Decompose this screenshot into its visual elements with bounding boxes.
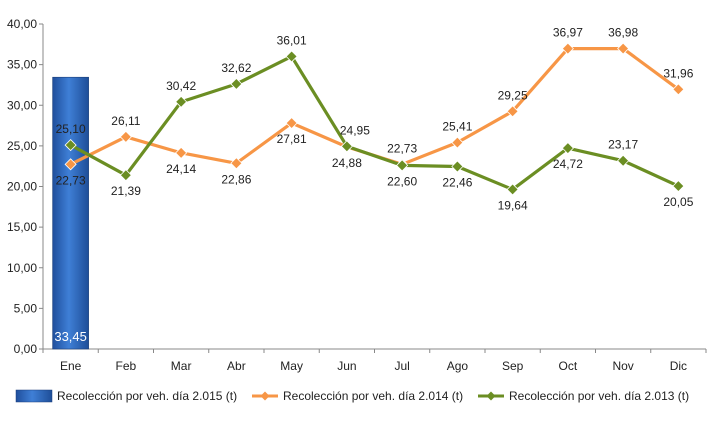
legend-entry-label: Recolección por veh. día 2.013 (t): [509, 389, 689, 403]
series-2-marker: [285, 50, 298, 63]
x-tick-label: Oct: [559, 359, 578, 373]
series-2-marker: [617, 154, 630, 167]
series-line-2: [69, 54, 680, 192]
series-1-data-label: 24,88: [332, 156, 362, 170]
series-2-marker: [672, 180, 685, 193]
series-1-marker: [230, 157, 243, 170]
series-1-data-label: 22,86: [221, 172, 251, 186]
series-1-marker: [561, 42, 574, 55]
series-2-data-label: 22,46: [442, 176, 472, 190]
series-1-data-label: 25,41: [442, 120, 472, 134]
series-2-data-label: 20,05: [663, 195, 693, 209]
series-1-data-label: 24,14: [166, 162, 196, 176]
series-2-data-label: 24,95: [340, 123, 370, 137]
series-2-marker: [451, 160, 464, 173]
series-1-marker: [506, 105, 519, 118]
x-tick-label: Feb: [116, 359, 137, 373]
y-tick-label: 20,00: [7, 180, 37, 194]
legend-entry-label: Recolección por veh. día 2.014 (t): [283, 389, 463, 403]
x-tick-label: Sep: [502, 359, 524, 373]
series-2-marker: [175, 95, 188, 108]
y-tick-label: 40,00: [7, 17, 37, 31]
series-1-data-label: 27,81: [277, 132, 307, 146]
series-2-data-label: 25,10: [56, 122, 86, 136]
series-line-1: [69, 46, 680, 166]
x-tick-label: Mar: [171, 359, 192, 373]
y-tick-label: 0,00: [14, 342, 38, 356]
x-tick-label: Ago: [447, 359, 469, 373]
series-1-data-label: 29,25: [498, 88, 528, 102]
series-2-marker: [64, 138, 77, 152]
y-tick-label: 30,00: [7, 98, 37, 112]
x-tick-label: Abr: [227, 359, 246, 373]
y-tick-label: 25,00: [7, 139, 37, 153]
x-tick-label: May: [280, 359, 303, 373]
legend-swatch-bar: [15, 389, 53, 403]
y-tick-label: 35,00: [7, 58, 37, 72]
series-1-data-label: 26,11: [111, 114, 140, 128]
series-2-marker: [119, 169, 132, 182]
bar-data-label: 33,45: [54, 329, 87, 344]
series-2-data-label: 32,62: [221, 61, 251, 75]
series-1-marker: [175, 146, 188, 159]
legend-entry-label: Recolección por veh. día 2.015 (t): [57, 389, 237, 403]
series-2-marker: [506, 183, 519, 196]
legend: Recolección por veh. día 2.015 (t) Recole…: [15, 389, 689, 403]
series-2-data-label: 36,01: [277, 33, 307, 47]
y-tick-label: 10,00: [7, 261, 37, 275]
x-tick-label: Jul: [394, 359, 409, 373]
series-2-marker: [230, 77, 243, 91]
series-2-data-label: 22,60: [387, 174, 417, 188]
x-tick-label: Nov: [612, 359, 633, 373]
x-tick-label: Dic: [670, 359, 687, 373]
y-tick-label: 5,00: [14, 301, 38, 315]
series-2-data-label: 24,72: [553, 157, 583, 171]
x-tick-label: Ene: [60, 359, 82, 373]
series-1-marker: [119, 130, 132, 143]
series-1-marker: [451, 136, 464, 149]
series-1-data-label: 36,98: [608, 26, 638, 40]
y-tick-label: 15,00: [7, 220, 37, 234]
series-1-marker: [285, 116, 298, 130]
data-labels-layer: 33,45 22,73 26,11 24,14 22,86 27,81 24,88 22,73…: [54, 26, 693, 344]
series-2-marker: [561, 142, 574, 155]
series-2-marker: [396, 159, 409, 172]
legend-swatch-marker: [486, 391, 496, 401]
axes-layer: 0,00 5,00 10,00 15,00 20,00 25,00 30,00 35,00 40…: [7, 17, 707, 373]
x-tick-label: Jun: [337, 359, 356, 373]
legend-swatch-marker: [260, 391, 270, 401]
bars-layer: [52, 76, 89, 350]
series-2-data-label: 19,64: [498, 198, 528, 212]
series-1-data-label: 22,73: [387, 141, 417, 155]
series-2-marker: [340, 140, 353, 153]
series-2-data-label: 23,17: [608, 138, 638, 152]
series-1-marker: [64, 158, 77, 171]
series-1-data-label: 36,97: [553, 26, 583, 40]
series-1-data-label: 31,96: [663, 66, 693, 80]
series-2-data-label: 30,42: [166, 79, 196, 93]
series-1-marker: [617, 42, 630, 55]
series-1-marker: [672, 83, 685, 96]
lines-layer: [64, 42, 685, 196]
series-1-data-label: 22,73: [56, 173, 86, 187]
bar-ene: [52, 76, 89, 350]
series-2-data-label: 21,39: [111, 184, 141, 198]
